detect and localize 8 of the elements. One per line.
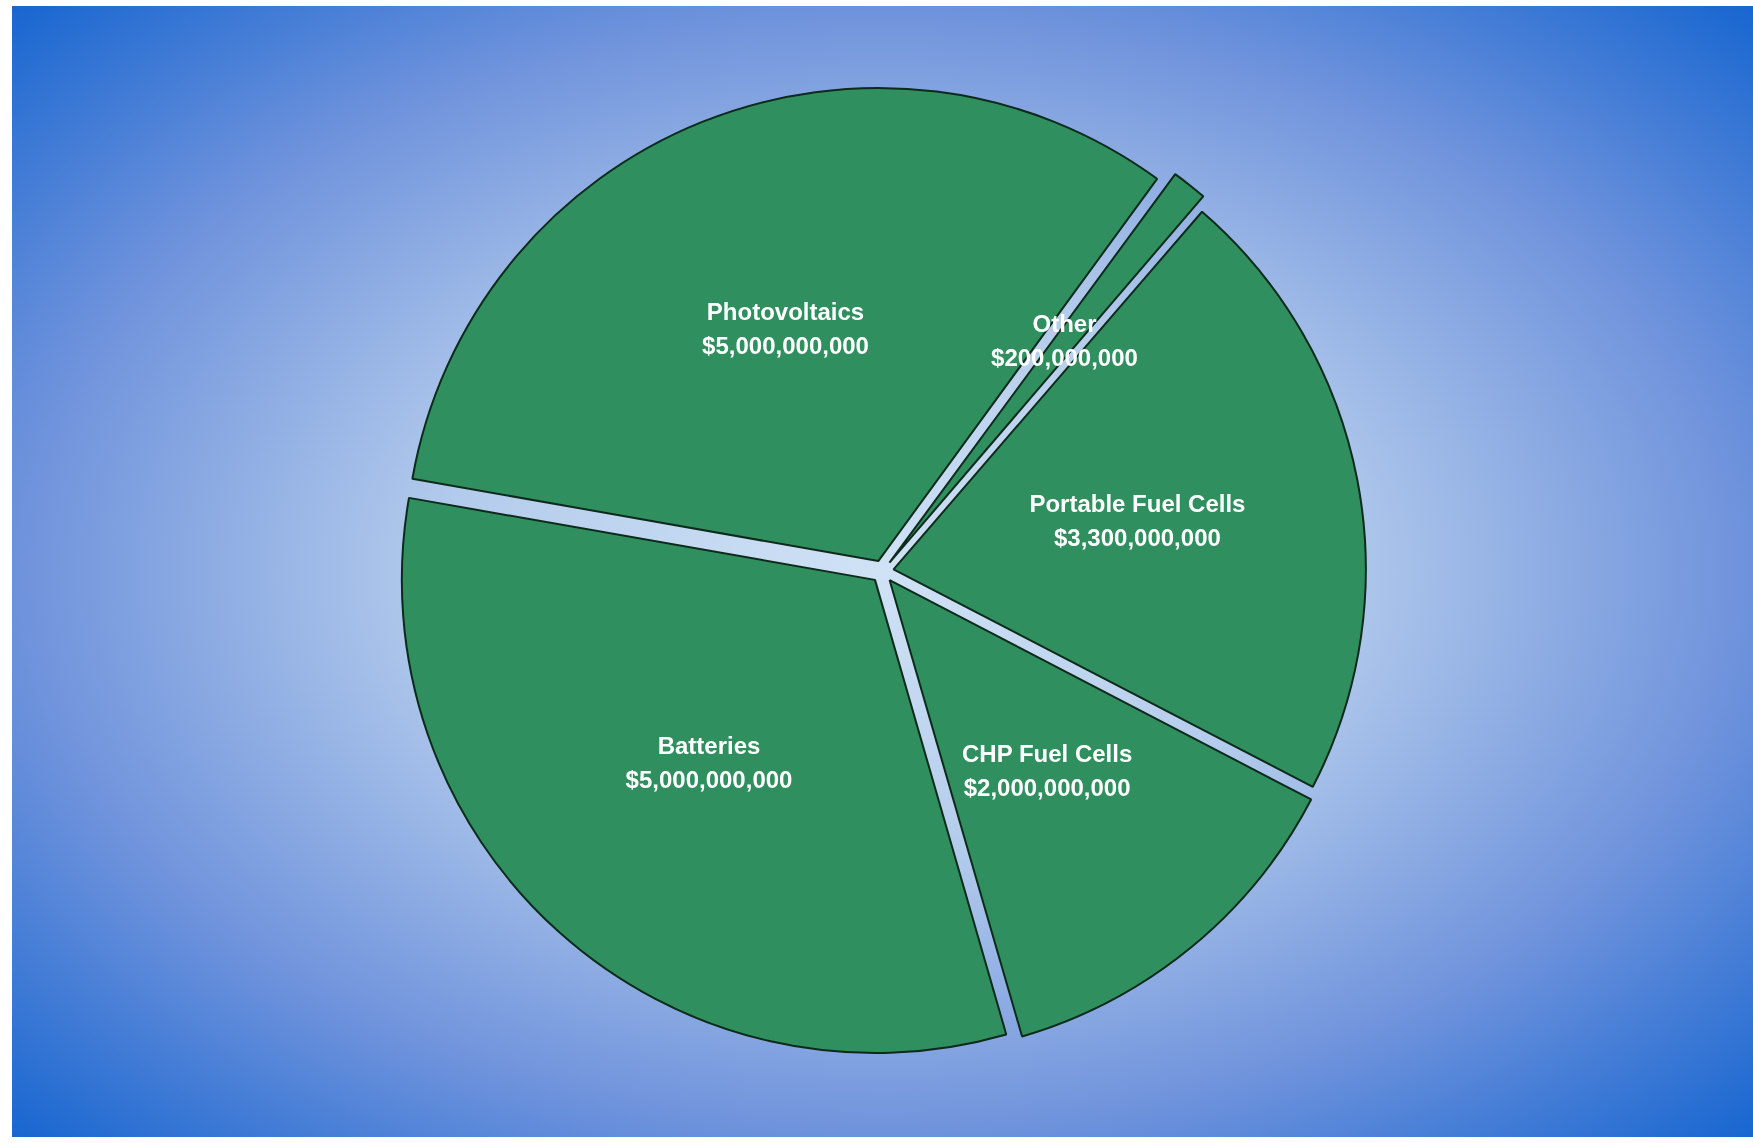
slice-label: Batteries — [657, 732, 761, 760]
slice-label: CHP Fuel Cells — [961, 739, 1133, 767]
slice-label: Portable Fuel Cells — [1029, 490, 1246, 518]
data-label: $5,000,000,000 — [625, 766, 793, 794]
data-label: $2,000,000,000 — [963, 773, 1131, 801]
data-label: $5,000,000,000 — [702, 332, 869, 360]
slice-label: Photovoltaics — [706, 298, 865, 326]
data-label: $3,300,000,000 — [1054, 524, 1221, 552]
